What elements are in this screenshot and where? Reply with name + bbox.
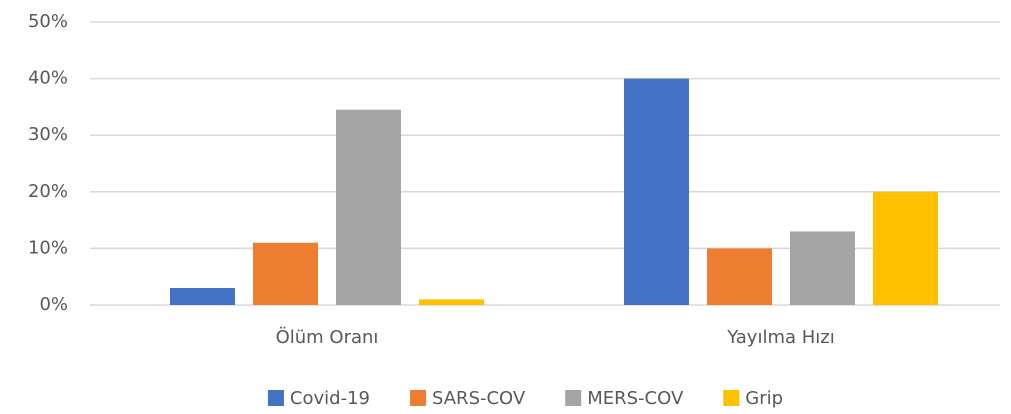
bar — [873, 191, 938, 305]
legend-label: Grip — [745, 388, 783, 409]
y-tick-label: 20% — [28, 181, 68, 202]
bar — [253, 242, 318, 305]
x-tick-label: Yayılma Hızı — [726, 327, 834, 348]
bar — [336, 109, 401, 305]
y-tick-label: 40% — [28, 68, 68, 89]
bar — [707, 248, 772, 305]
legend-label: SARS-COV — [432, 388, 526, 409]
legend-swatch — [409, 390, 426, 406]
x-tick-label: Ölüm Oranı — [276, 326, 379, 348]
legend-swatch — [723, 390, 740, 406]
bar — [790, 231, 855, 305]
y-tick-label: 30% — [28, 124, 68, 145]
legend-label: Covid-19 — [290, 388, 370, 409]
y-tick-label: 50% — [28, 11, 68, 32]
bar — [170, 288, 235, 305]
legend-label: MERS-COV — [587, 388, 684, 409]
y-tick-label: 10% — [28, 237, 68, 258]
legend-swatch — [267, 390, 284, 406]
y-tick-label: 0% — [39, 294, 68, 315]
legend-swatch — [565, 390, 582, 406]
bar — [419, 299, 484, 305]
bar — [624, 78, 689, 305]
